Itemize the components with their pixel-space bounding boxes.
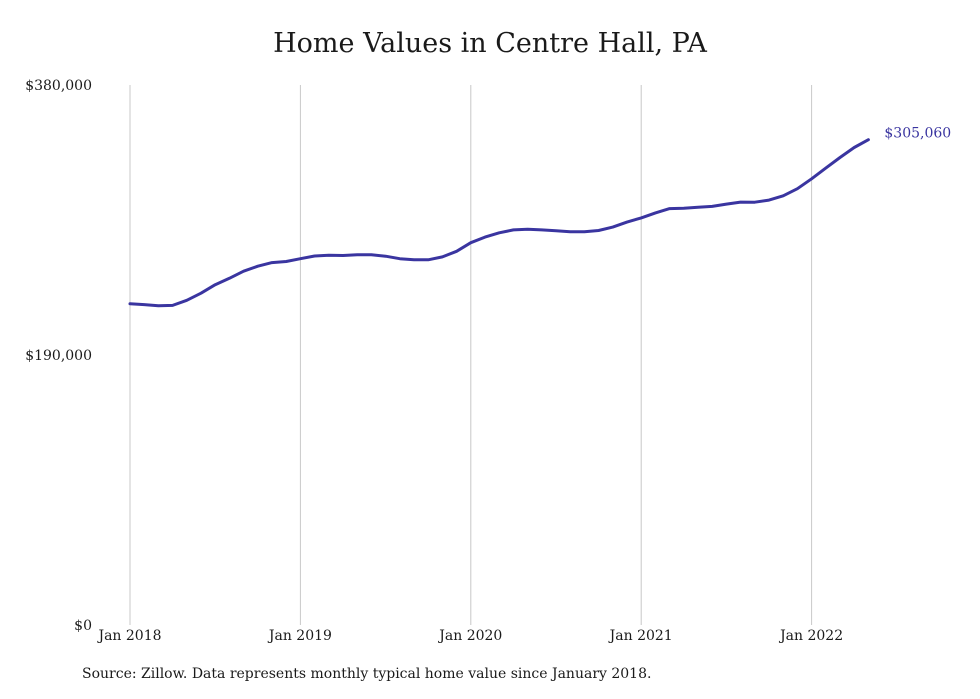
gridlines [129, 85, 813, 625]
end-value-label: $305,060 [884, 126, 951, 142]
y-axis-labels: $0 $190,000 $380,000 [25, 78, 92, 634]
x-tick-label: Jan 2020 [437, 628, 502, 644]
y-tick-label: $0 [74, 618, 92, 634]
chart-title: Home Values in Centre Hall, PA [273, 28, 707, 59]
x-axis-labels: Jan 2018 Jan 2019 Jan 2020 Jan 2021 Jan 2022 [96, 628, 843, 644]
x-tick-label: Jan 2021 [608, 628, 673, 644]
source-note: Source: Zillow. Data represents monthly … [82, 666, 652, 682]
series-line [128, 138, 870, 308]
y-tick-label: $380,000 [25, 78, 92, 94]
y-tick-label: $190,000 [25, 348, 92, 364]
x-tick-label: Jan 2022 [778, 628, 843, 644]
x-tick-label: Jan 2019 [267, 628, 332, 644]
x-tick-label: Jan 2018 [96, 628, 161, 644]
